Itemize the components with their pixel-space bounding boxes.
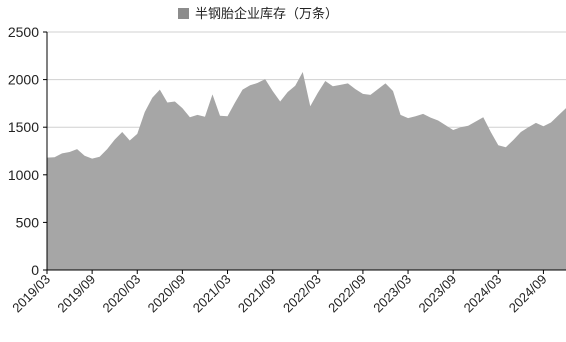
x-tick-label: 2021/09 xyxy=(235,272,279,316)
x-tick-label: 2020/09 xyxy=(145,272,189,316)
x-tick-label: 2024/09 xyxy=(506,272,550,316)
y-tick-label: 500 xyxy=(16,214,40,230)
legend-label: 半钢胎企业库存（万条） xyxy=(195,6,338,22)
y-tick-label: 0 xyxy=(31,262,39,278)
y-tick-label: 2000 xyxy=(8,72,39,88)
x-tick-label: 2024/03 xyxy=(461,272,505,316)
x-tick-label: 2023/09 xyxy=(415,272,459,316)
x-tick-label: 2019/03 xyxy=(9,272,53,316)
y-axis-ticks: 0 500 1000 1500 2000 2500 xyxy=(8,24,47,278)
y-tick-label: 2500 xyxy=(8,24,39,40)
legend: 半钢胎企业库存（万条） xyxy=(178,6,338,22)
x-tick-label: 2022/09 xyxy=(325,272,369,316)
x-tick-label: 2021/03 xyxy=(190,272,234,316)
x-tick-label: 2019/09 xyxy=(54,272,98,316)
legend-swatch xyxy=(178,8,189,19)
area-series-inventory xyxy=(47,71,566,270)
x-tick-label: 2023/03 xyxy=(370,272,414,316)
axes xyxy=(46,32,566,271)
x-axis-ticks: 2019/03 2019/09 2020/03 2020/09 2021/03 2021/… xyxy=(9,270,550,316)
x-tick-label: 2022/03 xyxy=(280,272,324,316)
y-tick-label: 1000 xyxy=(8,167,39,183)
y-tick-label: 1500 xyxy=(8,119,39,135)
x-tick-label: 2020/03 xyxy=(100,272,144,316)
